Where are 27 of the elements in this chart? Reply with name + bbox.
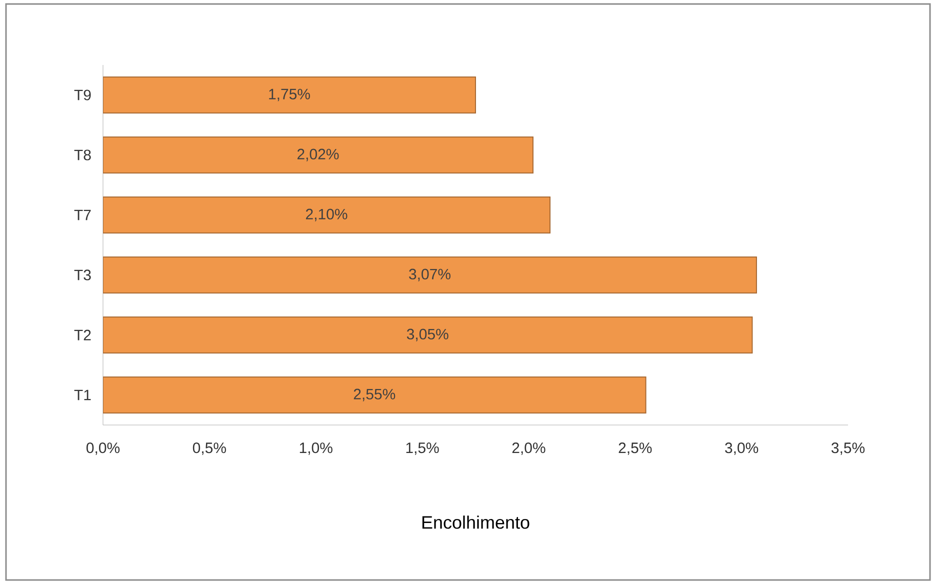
- x-tick-label: 3,5%: [831, 442, 865, 455]
- x-axis-title: Encolhimento: [422, 516, 530, 529]
- data-label: 2,02%: [297, 148, 339, 162]
- bar: [103, 376, 646, 414]
- data-label: 2,10%: [306, 208, 348, 222]
- y-tick-label: T2: [74, 330, 91, 340]
- x-tick-label: 2,5%: [618, 442, 652, 455]
- x-tick-label: 2,0%: [512, 442, 546, 455]
- x-tick-label: 3,0%: [725, 442, 758, 455]
- data-label: 3,05%: [406, 328, 448, 342]
- y-tick-label: T9: [74, 90, 91, 100]
- y-tick-label: T7: [74, 210, 91, 220]
- bar: [103, 316, 753, 354]
- x-tick-label: 1,0%: [300, 442, 332, 455]
- data-label: 3,07%: [409, 268, 450, 282]
- bar: [103, 256, 757, 294]
- y-tick-label: T1: [74, 390, 91, 400]
- y-tick-label: T8: [74, 150, 91, 160]
- x-tick-label: 1,5%: [406, 442, 439, 455]
- x-tick-label: 0,5%: [192, 442, 226, 455]
- data-label: 2,55%: [354, 388, 396, 402]
- bar: [103, 136, 534, 174]
- data-label: 1,75%: [269, 88, 310, 102]
- x-tick-label: 0,0%: [86, 442, 120, 455]
- bar: [103, 196, 551, 234]
- y-tick-label: T3: [74, 270, 91, 280]
- bar: [103, 76, 476, 114]
